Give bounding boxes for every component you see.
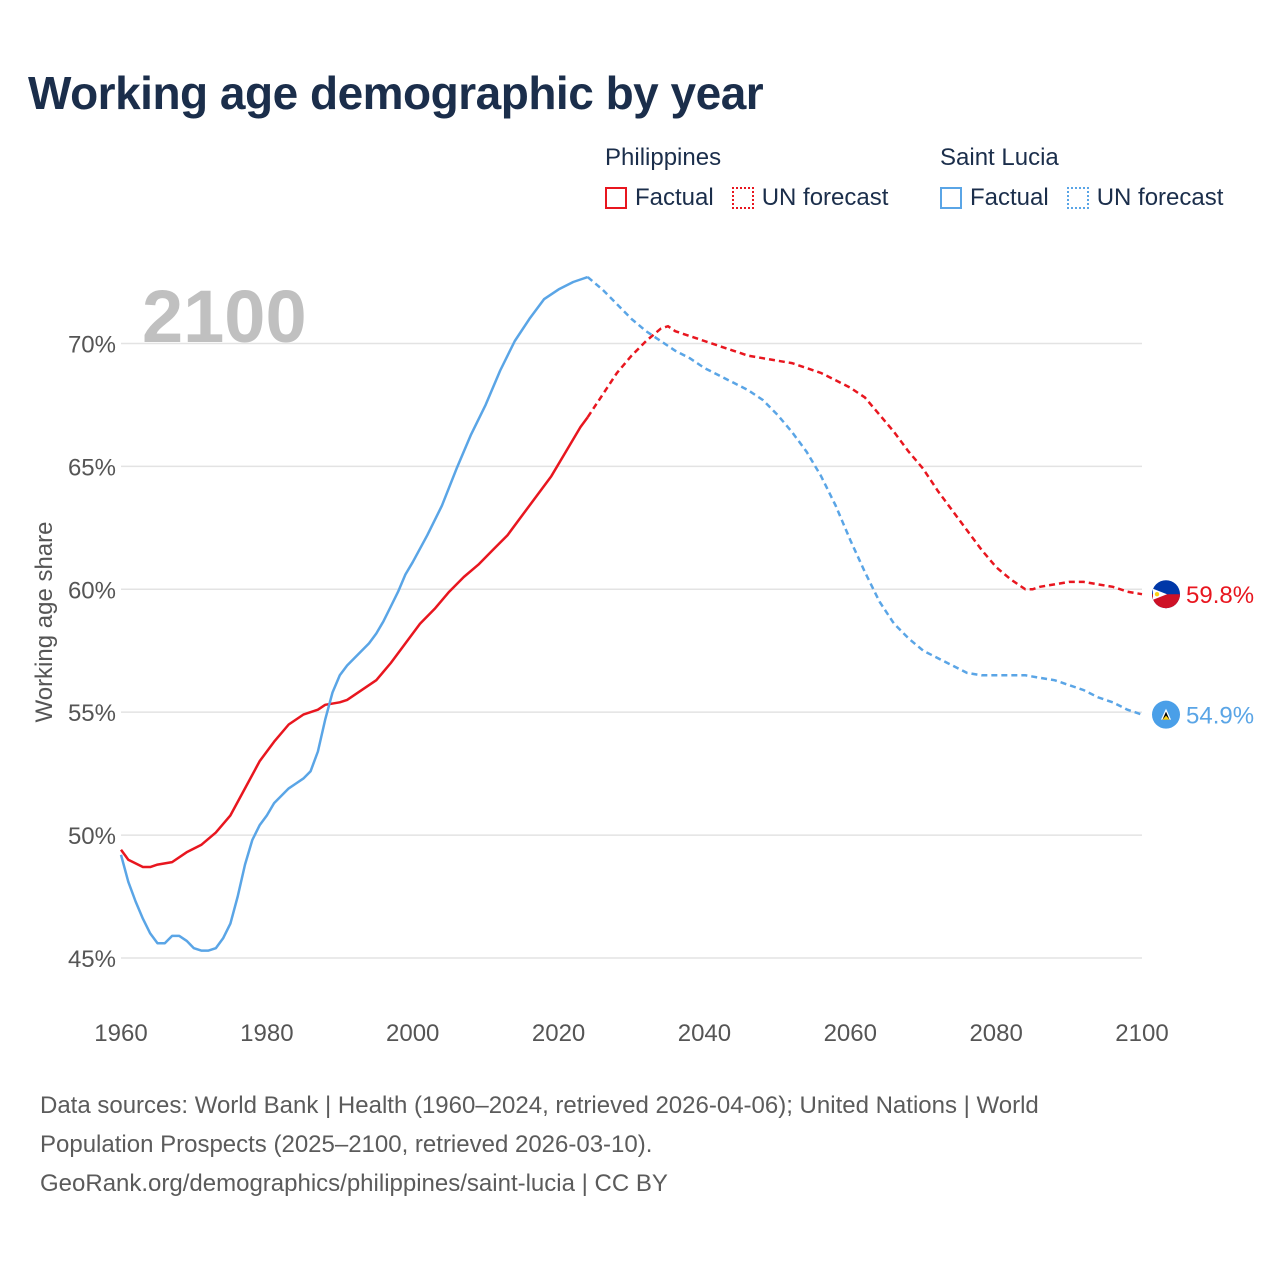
footer: Data sources: World Bank | Health (1960–… xyxy=(40,1086,1240,1203)
legend-swatch-solid xyxy=(940,187,962,209)
legend-group-saint-lucia: Saint Lucia Factual UN forecast xyxy=(940,144,1223,212)
footer-sources: Data sources: World Bank | Health (1960–… xyxy=(40,1092,1039,1119)
y-tick-labels: 45% 50% 55% 60% 65% 70% xyxy=(68,331,116,973)
legend-swatch-dotted xyxy=(1066,187,1089,209)
x-tick-label: 2020 xyxy=(532,1020,585,1047)
legend-group-philippines: Philippines Factual UN forecast xyxy=(605,144,906,212)
end-value-label-philippines: 59.8% xyxy=(1186,582,1254,609)
series-line-philippines-forecast xyxy=(586,324,1143,596)
chart-title: Working age demographic by year xyxy=(28,67,764,119)
y-tick-label: 50% xyxy=(68,823,116,850)
grid-lines xyxy=(121,342,1142,959)
series-line-philippines-factual xyxy=(119,416,589,869)
series-line-saint-lucia-factual xyxy=(119,275,589,952)
legend-item-philippines-factual[interactable]: Factual xyxy=(605,184,714,212)
x-tick-labels: 1960 1980 2000 2020 2040 2060 2080 2100 xyxy=(94,1020,1168,1047)
legend-label: UN forecast xyxy=(761,184,889,211)
legend-swatch-solid xyxy=(605,187,627,209)
legend-label: UN forecast xyxy=(1096,184,1224,211)
y-tick-label: 55% xyxy=(68,700,116,727)
y-tick-label: 60% xyxy=(68,577,116,604)
flag-triangle-gold xyxy=(1162,715,1170,720)
legend-group-name: Philippines xyxy=(605,144,722,171)
y-tick-label: 45% xyxy=(68,946,116,973)
y-axis-label: Working age share xyxy=(31,522,58,723)
legend-label: Factual xyxy=(635,184,714,211)
chart-area: 2100 Working age share 45% 50% 55% 60% 65% 70… xyxy=(31,275,1254,1047)
legend-swatch-dotted xyxy=(731,187,754,209)
series-line-saint-lucia-forecast xyxy=(586,276,1143,716)
footer-attribution[interactable]: GeoRank.org/demographics/philippines/sai… xyxy=(40,1170,668,1197)
saint-lucia-flag-icon xyxy=(1152,700,1180,729)
year-overlay: 2100 xyxy=(142,275,307,358)
end-value-label-saint-lucia: 54.9% xyxy=(1186,703,1254,730)
footer-sources-cont: Population Prospects (2025–2100, retriev… xyxy=(40,1131,653,1158)
y-tick-label: 65% xyxy=(68,454,116,481)
x-tick-label: 2080 xyxy=(969,1020,1022,1047)
y-tick-label: 70% xyxy=(68,331,116,358)
flag-red xyxy=(1152,594,1181,609)
legend-item-saint-lucia-forecast[interactable]: UN forecast xyxy=(1066,184,1224,212)
philippines-flag-icon xyxy=(1152,580,1181,609)
x-tick-label: 2100 xyxy=(1115,1020,1168,1047)
x-tick-label: 1980 xyxy=(240,1020,293,1047)
series-lines xyxy=(119,275,1143,952)
x-tick-label: 2000 xyxy=(386,1020,439,1047)
legend-label: Factual xyxy=(970,184,1049,211)
line-chart: 2100 Working age share 45% 50% 55% 60% 65% 70… xyxy=(31,275,1254,1047)
flag-triangle xyxy=(1153,588,1167,600)
legend-group-name: Saint Lucia xyxy=(940,144,1059,171)
legend-item-philippines-forecast[interactable]: UN forecast xyxy=(731,184,889,212)
x-tick-label: 2060 xyxy=(824,1020,877,1047)
x-tick-label: 1960 xyxy=(94,1020,147,1047)
legend-item-saint-lucia-factual[interactable]: Factual xyxy=(940,184,1049,212)
series-end-markers: 59.8% 54.9% xyxy=(1152,580,1254,730)
flag-sun xyxy=(1154,591,1160,597)
x-tick-label: 2040 xyxy=(678,1020,731,1047)
